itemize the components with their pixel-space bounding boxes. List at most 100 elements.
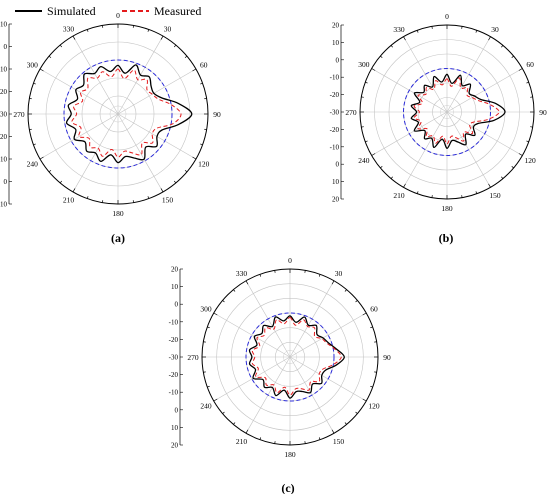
angle-labels-b: 0 30 60 90 120 150 180 210 240 270 300 330 <box>345 12 547 213</box>
panel-label-b: (b) <box>439 231 454 245</box>
grid-spoke <box>213 356 291 402</box>
radial-tick-label: 20 <box>332 196 340 204</box>
angle-tick <box>331 429 335 434</box>
reference-circle <box>403 68 491 156</box>
grid-spoke <box>39 68 119 115</box>
panel-label-c: (c) <box>281 481 294 494</box>
angle-tick <box>48 55 52 59</box>
angle-label: 300 <box>27 61 39 70</box>
angle-label: 0 <box>288 256 292 265</box>
angle-label: 270 <box>13 110 25 119</box>
radial-tick-label: 10 <box>0 21 8 29</box>
radial-axis-a: 10 0 -10 -20 -30 -20 -10 0 10 <box>0 21 12 209</box>
angle-label: 210 <box>393 191 405 200</box>
angle-label: 0 <box>445 12 449 21</box>
angle-tick <box>39 156 44 160</box>
radial-tick-label: 0 <box>336 56 340 64</box>
angle-tick <box>184 55 188 59</box>
angle-tick <box>362 398 367 402</box>
angle-tick <box>344 289 347 292</box>
angle-label: 60 <box>526 60 534 69</box>
angle-label: 210 <box>236 437 248 446</box>
radial-axis-b: 20 10 0 -10 -20 -30 -20 -10 0 10 20 <box>330 22 344 204</box>
angle-tick <box>370 326 373 329</box>
angle-label: 270 <box>187 353 199 362</box>
angle-label: 180 <box>441 204 453 213</box>
radial-tick-label: 20 <box>171 266 179 274</box>
legend-label-measured: Measured <box>154 4 201 18</box>
angle-tick <box>501 176 504 179</box>
angle-tick <box>518 68 523 71</box>
angle-tick <box>501 45 504 48</box>
angle-tick <box>192 68 197 72</box>
reference-circle <box>63 59 173 169</box>
angle-label: 300 <box>200 305 212 314</box>
angle-label: 150 <box>489 191 501 200</box>
angle-tick <box>318 274 321 277</box>
series-a <box>65 64 193 164</box>
series-measured-a <box>71 68 182 158</box>
angle-tick <box>160 35 164 40</box>
radial-tick-label: 0 <box>4 43 8 51</box>
angle-labels-c: 0 30 60 90 120 150 180 210 240 270 300 330 <box>187 256 391 459</box>
legend-label-simulated: Simulated <box>47 4 96 18</box>
angle-label: 0 <box>116 11 120 20</box>
angle-tick <box>259 274 262 277</box>
angle-label: 210 <box>63 196 75 205</box>
angle-label: 120 <box>368 402 380 411</box>
radial-tick-label: -30 <box>330 109 340 117</box>
angle-tick <box>511 55 514 58</box>
angle-tick <box>518 153 523 156</box>
grid-spoke <box>117 113 164 193</box>
angle-label: 180 <box>284 450 296 459</box>
radial-tick-label: 10 <box>171 424 179 432</box>
radial-tick-label: 0 <box>175 301 179 309</box>
angle-tick <box>86 29 89 32</box>
angle-label: 30 <box>164 24 172 33</box>
polar-grid-c <box>201 268 379 446</box>
series-c <box>248 315 345 399</box>
radial-tick-label: -30 <box>0 111 7 119</box>
angle-tick <box>48 169 52 173</box>
series-simulated-a <box>65 64 193 164</box>
radial-tick-label: -10 <box>330 74 340 82</box>
reference-circle-b <box>403 68 491 156</box>
angle-label: 30 <box>335 269 343 278</box>
angle-tick <box>233 422 236 425</box>
radial-tick-label: 0 <box>175 406 179 414</box>
angle-tick <box>526 140 529 143</box>
angle-label: 300 <box>358 60 370 69</box>
angle-label: 330 <box>63 24 75 33</box>
angle-tick <box>160 188 164 193</box>
grid-spoke <box>289 312 367 358</box>
angle-label: 120 <box>525 156 537 165</box>
angle-tick <box>33 143 36 146</box>
angle-tick <box>488 183 491 188</box>
angle-tick <box>192 156 197 160</box>
angle-tick <box>475 191 478 194</box>
angle-label: 60 <box>370 305 378 314</box>
angle-label: 180 <box>112 209 124 218</box>
angle-tick <box>355 411 358 414</box>
grid-spoke <box>446 36 491 113</box>
grid-spoke <box>72 35 119 115</box>
angle-tick <box>72 35 76 40</box>
angle-tick <box>245 429 249 434</box>
angle-tick <box>362 312 367 316</box>
angle-label: 330 <box>393 25 405 34</box>
radial-tick-label: -20 <box>0 88 7 96</box>
angle-tick <box>380 166 383 169</box>
angle-tick <box>380 55 383 58</box>
angle-label: 270 <box>345 108 357 117</box>
radial-tick-label: -20 <box>0 133 7 141</box>
angle-tick <box>371 68 376 71</box>
radial-tick-label: 20 <box>332 22 340 30</box>
angle-tick <box>173 180 177 184</box>
angle-tick <box>365 81 368 84</box>
angle-label: 30 <box>491 25 499 34</box>
angle-tick <box>39 68 44 72</box>
grid-spoke <box>403 36 448 113</box>
angle-tick <box>233 289 236 292</box>
angle-tick <box>213 398 218 402</box>
